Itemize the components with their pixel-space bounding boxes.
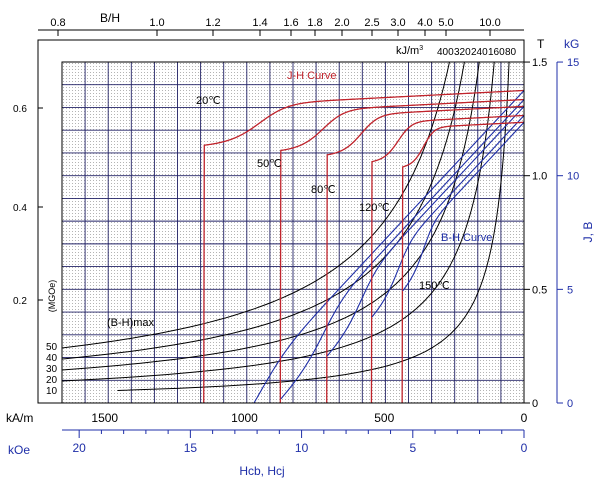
temp-label-20: 20℃ [196, 95, 221, 107]
x-axis-title: Hcb, Hcj [239, 464, 284, 478]
mgoe-label: 30 [46, 364, 58, 375]
grid [62, 62, 524, 403]
jh-curve-150℃ [401, 121, 524, 403]
jh-curve-50℃ [279, 98, 524, 403]
jh-curve-20℃ [203, 89, 524, 403]
tick-label-BH: 1.8 [307, 17, 322, 29]
axes: 400 320 240 160 80504030201000.51.01.5051015… [13, 17, 579, 455]
tick-label-BH: 2.0 [334, 17, 349, 29]
mgoe-label: 10 [46, 386, 58, 397]
plot-area [62, 62, 524, 403]
energy-curve-240 [62, 62, 480, 371]
kj-label: 320 [454, 47, 471, 58]
mgoe-label: 40 [46, 353, 58, 364]
tick-label-kOe: 5 [409, 441, 416, 455]
tick-label-kG: 10 [567, 171, 579, 183]
tick-label-kG: 5 [567, 284, 573, 296]
energy-curve-80 [117, 62, 510, 391]
right-axis-T-label: T [537, 37, 545, 51]
tick-label-kAm: 0 [521, 411, 528, 425]
tick-label-kOe: 10 [295, 441, 309, 455]
tick-label-kOe: 0 [521, 441, 528, 455]
temp-label-150: 150℃ [419, 280, 450, 292]
tick-label-left: 0.6 [13, 104, 27, 115]
tick-label-T: 0 [532, 398, 538, 410]
kj-label: 160 [488, 47, 505, 58]
tick-label-BH: 1.2 [205, 17, 220, 29]
temp-label-80: 80℃ [311, 184, 336, 196]
temp-label-50: 50℃ [257, 158, 282, 170]
jh-curve-120℃ [370, 114, 524, 403]
mgoe-label: 20 [46, 375, 58, 386]
kj-label: 80 [505, 47, 517, 58]
energy-curve-400 [62, 62, 450, 349]
kj-label: 240 [471, 47, 488, 58]
bh-curve-150℃ [402, 121, 524, 292]
energy-curve-160 [62, 62, 495, 382]
tick-label-BH: 3.0 [390, 17, 405, 29]
tick-label-BH: 1.0 [149, 17, 164, 29]
top-axis-label: B/H [100, 11, 120, 25]
jh-curve-label: J-H Curve [287, 70, 337, 82]
tick-label-left: 0.2 [13, 296, 27, 307]
tick-label-BH: 10.0 [479, 17, 500, 29]
kj-unit-text: kJ/m [396, 45, 419, 57]
bottom-axis-kOe-label: kOe [8, 443, 30, 457]
bh-curve-80℃ [326, 106, 524, 357]
tick-label-kG: 0 [567, 398, 573, 410]
bh-curve-20℃ [253, 90, 524, 403]
bottom-axis-kAm-label: kA/m [6, 411, 33, 425]
tick-label-T: 1.5 [532, 57, 547, 69]
tick-label-BH: 5.0 [438, 17, 453, 29]
mgoe-label: 50 [46, 342, 58, 353]
temp-label-120: 120℃ [359, 202, 390, 214]
tick-label-left: 0.4 [13, 203, 27, 214]
tick-label-kOe: 20 [72, 441, 86, 455]
bh-max-label: (B-H)max [107, 317, 155, 329]
tick-label-kAm: 500 [374, 411, 394, 425]
tick-label-kOe: 15 [184, 441, 198, 455]
tick-label-kAm: 1000 [231, 411, 258, 425]
plot-frame [61, 61, 525, 404]
tick-label-BH: 2.5 [364, 17, 379, 29]
tick-label-BH: 0.8 [50, 17, 65, 29]
tick-label-BH: 4.0 [417, 17, 432, 29]
tick-label-BH: 1.6 [283, 17, 298, 29]
right-axis-title: J, B [581, 222, 595, 243]
tick-label-T: 0.5 [532, 284, 547, 296]
kj-unit-superscript: 3 [419, 45, 423, 52]
kj-label: 400 [437, 47, 454, 58]
tick-label-T: 1.0 [532, 171, 547, 183]
bh-curve-120℃ [371, 115, 524, 318]
bh-curve-label: B-H Curve [441, 232, 492, 244]
tick-label-BH: 1.4 [252, 17, 267, 29]
kj-unit-label: kJ/m3 [396, 45, 423, 57]
left-axis-unit-label: (MGOe) [47, 280, 57, 313]
tick-label-kG: 15 [567, 57, 579, 69]
right-axis-kG-label: kG [564, 37, 579, 51]
jh-curve-80℃ [326, 105, 524, 403]
tick-label-kAm: 1500 [91, 411, 118, 425]
